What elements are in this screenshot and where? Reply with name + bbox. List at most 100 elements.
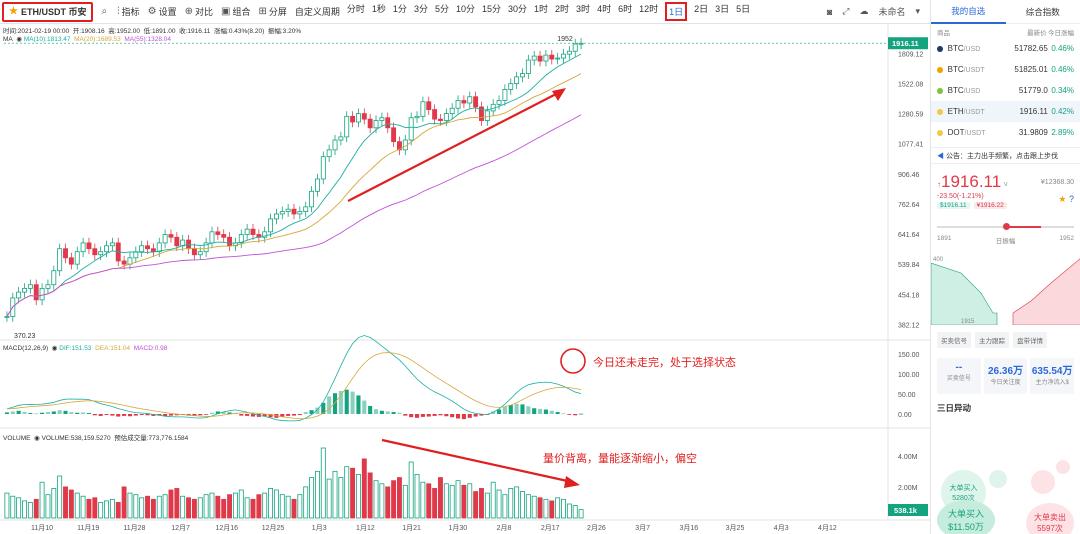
candle bbox=[104, 245, 109, 253]
volume-bar bbox=[10, 495, 16, 519]
volume-bar bbox=[490, 481, 496, 519]
macd-bar bbox=[414, 414, 420, 418]
signal-button[interactable]: 盘带详情 bbox=[1013, 332, 1047, 348]
candle bbox=[191, 248, 197, 256]
macd-bar bbox=[262, 414, 267, 417]
tab-index[interactable]: 综合指数 bbox=[1025, 6, 1060, 17]
custom-period-button[interactable]: 自定义周期 bbox=[294, 7, 340, 17]
y-tick-label: 1280.59 bbox=[898, 112, 923, 119]
volume-bar bbox=[92, 497, 98, 519]
x-tick-label: 1月12 bbox=[356, 524, 375, 532]
search-icon[interactable]: ⌕ bbox=[101, 6, 108, 17]
macd-bar bbox=[86, 413, 91, 414]
macd-bar bbox=[303, 412, 308, 414]
eye-icon: ◉ bbox=[16, 36, 23, 43]
fullscreen-icon[interactable]: ⤢ bbox=[842, 6, 850, 16]
period-tab[interactable]: 6时 bbox=[618, 4, 633, 14]
candle bbox=[314, 178, 320, 192]
period-tab[interactable]: 15分 bbox=[481, 4, 501, 14]
candle bbox=[303, 206, 309, 212]
volume-bar bbox=[543, 498, 549, 519]
candle bbox=[344, 115, 350, 138]
coin-icon bbox=[937, 66, 943, 73]
cloud-icon[interactable]: ☁ bbox=[859, 6, 869, 16]
signal-button[interactable]: 主力跟踪 bbox=[975, 332, 1009, 348]
price-chart[interactable]: 1809.12 1522.08 1280.59 1077.41 906.46 762.64… bbox=[0, 0, 930, 534]
macd-bar bbox=[391, 412, 396, 414]
volume-bar bbox=[127, 492, 133, 519]
candle bbox=[86, 242, 92, 250]
volume-bar bbox=[285, 495, 291, 519]
macd-bar bbox=[549, 410, 554, 414]
period-tab[interactable]: 2时 bbox=[555, 4, 570, 14]
period-tab[interactable]: 1日 bbox=[665, 2, 688, 21]
candle bbox=[262, 231, 268, 238]
period-tab[interactable]: 30分 bbox=[508, 4, 528, 14]
period-tab[interactable]: 3日 bbox=[715, 4, 730, 14]
volume-bar bbox=[355, 474, 361, 519]
period-tab[interactable]: 1分 bbox=[392, 4, 407, 14]
volume-bar bbox=[402, 484, 408, 519]
signal-button[interactable]: 买卖信号 bbox=[937, 332, 971, 348]
star-icon[interactable]: ★ bbox=[9, 6, 18, 17]
indicators-button[interactable]: ⫶ 指标 bbox=[117, 6, 140, 17]
macd-bar bbox=[239, 414, 244, 416]
volume-bar bbox=[63, 486, 68, 519]
volume-bar bbox=[561, 498, 566, 519]
favorite-star-icon[interactable]: ★ ? bbox=[1058, 194, 1074, 204]
volume-tick-label: 4.00M bbox=[898, 454, 918, 461]
period-tab[interactable]: 1秒 bbox=[371, 4, 386, 14]
help-icon: ? bbox=[1068, 194, 1074, 204]
macd-bar bbox=[221, 412, 226, 414]
compare-button[interactable]: ⊕ 对比 bbox=[184, 6, 213, 17]
period-tab[interactable]: 10分 bbox=[455, 4, 475, 14]
volume-bar bbox=[578, 509, 584, 519]
candle bbox=[297, 211, 303, 215]
eye-icon: ◉ bbox=[51, 345, 58, 352]
ma-legend: MA ◉ MA(10):1813.47 MA(20):1689.53 MA(55… bbox=[3, 36, 171, 43]
period-tab[interactable]: 5日 bbox=[736, 4, 751, 14]
volume-bar bbox=[426, 483, 432, 519]
user-menu[interactable]: 未命名 bbox=[878, 7, 906, 17]
volume-bar bbox=[549, 500, 555, 519]
macd-bar bbox=[461, 414, 466, 420]
volume-bar bbox=[525, 494, 531, 519]
watchlist-row[interactable]: DOT/USDT 31.9809 2.89% bbox=[931, 122, 1080, 143]
macd-bar bbox=[567, 414, 572, 415]
tab-watchlist[interactable]: 我的自选 bbox=[931, 0, 1006, 24]
period-tab[interactable]: 5分 bbox=[434, 4, 449, 14]
volume-bar bbox=[250, 498, 256, 519]
period-tab[interactable]: 1时 bbox=[534, 4, 549, 14]
period-tab[interactable]: 3分 bbox=[413, 4, 428, 14]
candle bbox=[309, 190, 315, 208]
candle bbox=[27, 284, 33, 289]
watchlist-row[interactable]: BTC/USD 51779.0 0.34% bbox=[931, 80, 1080, 101]
volume-bar bbox=[174, 488, 180, 519]
period-tab[interactable]: 2日 bbox=[694, 4, 709, 14]
macd-bar bbox=[51, 411, 56, 414]
combine-button[interactable]: ▣ 组合 bbox=[221, 6, 251, 17]
period-tab[interactable]: 3时 bbox=[576, 4, 591, 14]
notice-bar[interactable]: ◀ 公告：主力出手频繁，点击跟上步伐 bbox=[931, 147, 1080, 164]
bubble-big-sell[interactable]: 大单卖出 5597次 bbox=[1026, 503, 1074, 534]
macd-bar bbox=[315, 407, 320, 414]
bubble-big-buy-2[interactable]: 大单买入 $11.50万 bbox=[937, 500, 995, 534]
symbol-selector[interactable]: ★ ETH/USDT 币安 bbox=[2, 1, 94, 22]
period-tab[interactable]: 12时 bbox=[639, 4, 659, 14]
camera-icon[interactable]: ◙ bbox=[826, 6, 833, 17]
watchlist-row[interactable]: BTC/USDT 51825.01 0.46% bbox=[931, 59, 1080, 80]
macd-bar bbox=[438, 414, 443, 416]
split-button[interactable]: ⊞ 分屏 bbox=[258, 6, 287, 17]
volume-legend: VOLUME ◉ VOLUME:538,159.5270 预估成交量:773,7… bbox=[3, 435, 189, 442]
candle bbox=[379, 117, 385, 121]
settings-button[interactable]: ⚙ 设置 bbox=[147, 6, 177, 17]
candle bbox=[22, 287, 27, 293]
x-tick-label: 1月3 bbox=[312, 524, 327, 532]
volume-bar bbox=[121, 486, 127, 519]
watchlist-row[interactable]: ETH/USDT 1916.11 0.42% bbox=[931, 101, 1080, 122]
volume-bar bbox=[414, 474, 420, 519]
candle bbox=[209, 231, 215, 244]
watchlist-row[interactable]: BTC/USD 51782.65 0.46% bbox=[931, 38, 1080, 59]
period-tab[interactable]: 分时 bbox=[346, 4, 365, 14]
period-tab[interactable]: 4时 bbox=[597, 4, 612, 14]
